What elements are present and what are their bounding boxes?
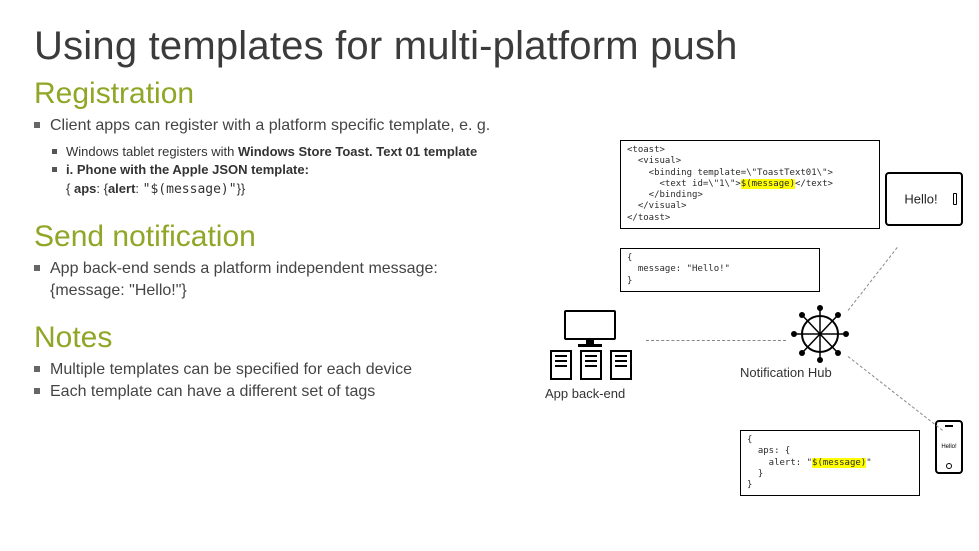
bold-text: i. Phone with the Apple JSON template: [66, 162, 309, 177]
phone-screen-label: Hello! [939, 444, 959, 450]
notification-hub-icon [790, 304, 850, 364]
bold-text: Windows Store Toast. Text 01 template [238, 144, 477, 159]
registration-sub-1: Windows tablet registers with Windows St… [34, 143, 504, 162]
send-bullet: App back-end sends a platform independen… [34, 258, 504, 301]
slide-title: Using templates for multi-platform push [34, 24, 945, 69]
phone-json-codebox: { aps: { alert: "$(message)" } } [740, 430, 920, 496]
phone-speaker-icon [945, 425, 953, 427]
app-backend-label: App back-end [545, 386, 625, 401]
app-backend-icon [540, 310, 640, 380]
registration-bullet: Client apps can register with a platform… [34, 115, 504, 137]
text: Windows tablet registers with [66, 144, 238, 159]
arrow-backend-to-hub [646, 340, 786, 341]
toast-xml-codebox: <toast> <visual> <binding template=\"Toa… [620, 140, 880, 229]
notification-hub-label: Notification Hub [740, 365, 832, 380]
section-registration-heading: Registration [34, 77, 945, 111]
phone-home-icon [946, 463, 952, 469]
message-payload-codebox: { message: "Hello!" } [620, 248, 820, 292]
tablet-screen-label: Hello! [895, 192, 947, 207]
tablet-device-icon: Hello! [885, 172, 963, 226]
notes-bullet-1: Multiple templates can be specified for … [34, 359, 504, 381]
tablet-button-icon [953, 193, 957, 205]
notes-bullet-2: Each template can have a different set o… [34, 381, 504, 403]
code-text: { aps: {alert: "$(message)"}} [66, 181, 245, 196]
registration-sub-2: i. Phone with the Apple JSON template: {… [34, 161, 504, 200]
